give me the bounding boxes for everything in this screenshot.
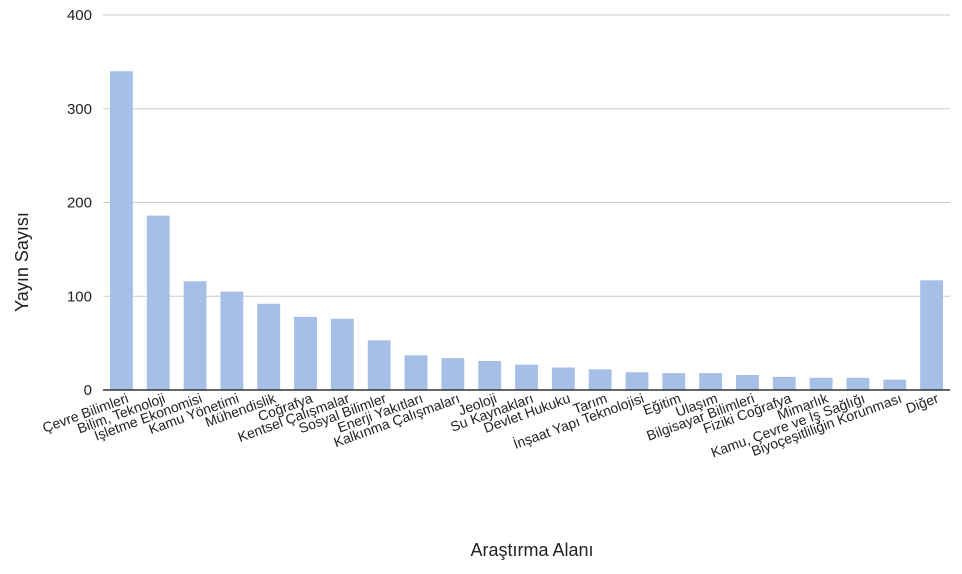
- y-axis-title: Yayın Sayısı: [12, 212, 32, 312]
- bar: [441, 358, 465, 390]
- bar: [699, 373, 723, 390]
- bar: [146, 215, 170, 390]
- bar: [367, 340, 391, 390]
- y-tick-label: 100: [67, 288, 92, 305]
- bar: [294, 316, 317, 390]
- bar: [809, 377, 833, 390]
- bars: [109, 71, 944, 390]
- bar: [846, 377, 870, 390]
- bar: [515, 364, 538, 390]
- y-tick-label: 200: [67, 195, 92, 212]
- bar: [625, 372, 649, 390]
- bar: [183, 281, 207, 390]
- y-tick-label: 0: [84, 382, 92, 399]
- bar: [257, 303, 281, 390]
- bar: [330, 318, 354, 390]
- bar: [736, 375, 759, 390]
- y-tick-label: 300: [67, 101, 92, 118]
- bar: [920, 280, 944, 390]
- bar: [109, 71, 133, 390]
- bar: [662, 373, 686, 390]
- bar: [588, 369, 612, 390]
- y-tick-label: 400: [67, 7, 92, 24]
- bar: [220, 291, 244, 390]
- bar: [404, 355, 428, 390]
- x-tick-label: Diğer: [904, 390, 941, 417]
- x-axis-title: Araştırma Alanı: [470, 540, 593, 560]
- y-tick-labels: 0 100 200 300 400: [67, 7, 92, 399]
- bar: [478, 360, 502, 390]
- gridlines: [103, 14, 950, 297]
- bar: [772, 376, 796, 390]
- bar: [883, 379, 907, 390]
- bar: [551, 367, 575, 390]
